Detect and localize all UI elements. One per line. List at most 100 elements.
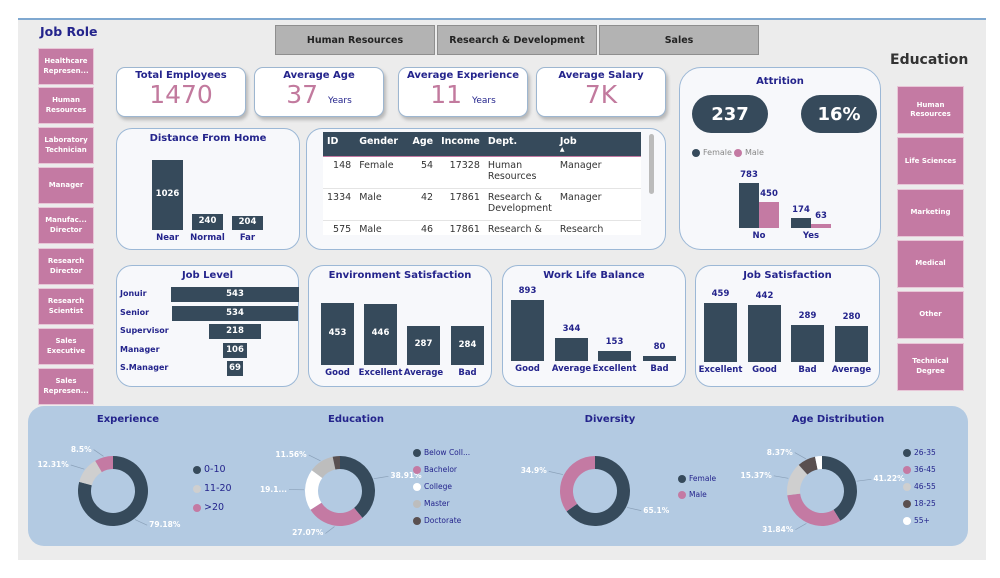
bar-excellent[interactable] xyxy=(364,303,397,365)
job-role-button[interactable]: Manager xyxy=(38,167,94,204)
bar-normal[interactable] xyxy=(192,213,223,230)
bar-yes-male[interactable] xyxy=(811,224,831,228)
job-role-button[interactable]: Healthcare Represen... xyxy=(38,48,94,85)
legend-item[interactable]: Master xyxy=(413,499,450,508)
legend-label: 36-45 xyxy=(914,465,936,474)
education-filter-button[interactable]: Other xyxy=(897,291,964,340)
bar-senior[interactable] xyxy=(172,305,298,321)
donut-slice-55+[interactable] xyxy=(815,456,822,470)
bar-near[interactable] xyxy=(152,160,183,230)
bar-average[interactable] xyxy=(555,337,588,361)
donut-slice->20[interactable] xyxy=(95,456,113,473)
legend-item[interactable]: Female xyxy=(678,474,716,483)
donut-slice-0-10[interactable] xyxy=(78,456,148,526)
table-row[interactable]: 148 Female 54 17328 Human Resources Manager xyxy=(323,156,641,189)
bar-good[interactable] xyxy=(511,300,544,361)
donut-slice-Doctorate[interactable] xyxy=(332,456,340,470)
chart-title: Education xyxy=(328,414,384,425)
donut-slice-18-25[interactable] xyxy=(798,456,818,475)
data-label: 38.91% xyxy=(390,471,422,481)
bar-s.manager[interactable] xyxy=(226,361,244,376)
education-filter-button[interactable]: Life Sciences xyxy=(897,137,964,186)
legend-item[interactable]: 18-25 xyxy=(903,499,936,508)
table-cell: Male xyxy=(355,188,409,221)
job-role-button[interactable]: Manufac... Director xyxy=(38,207,94,244)
legend-item[interactable]: Bachelor xyxy=(413,465,457,474)
legend-item[interactable]: 26-35 xyxy=(903,448,936,457)
legend-dot xyxy=(903,465,911,474)
education-filter-button[interactable]: Medical xyxy=(897,239,964,288)
column-header-id[interactable]: ID xyxy=(323,132,356,157)
bar-average[interactable] xyxy=(835,326,868,362)
job-role-button[interactable]: Sales Executive xyxy=(38,328,94,365)
legend-item[interactable]: Below Coll... xyxy=(413,448,470,457)
job-role-button[interactable]: Research Scientist xyxy=(38,288,94,325)
column-header-income[interactable]: Income xyxy=(437,132,484,157)
department-tab[interactable]: Human Resources xyxy=(275,25,435,55)
job-role-button[interactable]: Human Resources xyxy=(38,87,94,124)
job-role-button[interactable]: Laboratory Technician xyxy=(38,127,94,164)
bar-far[interactable] xyxy=(232,216,263,230)
bar-jonuir[interactable] xyxy=(171,287,299,302)
job-role-button[interactable]: Sales Represen... xyxy=(38,368,94,405)
column-header-job[interactable]: Job ▲ xyxy=(555,132,641,157)
leader-line xyxy=(325,526,335,534)
education-filter-button[interactable]: Marketing xyxy=(897,188,964,237)
bar-average[interactable] xyxy=(407,325,440,365)
donut-slice-Bachelor[interactable] xyxy=(310,502,363,526)
employee-table-viewport[interactable]: ID Gender Age Income Dept. Job ▲ 148 Female 54 17… xyxy=(323,132,641,235)
category-label: Good xyxy=(325,368,350,378)
column-header-gender[interactable]: Gender xyxy=(355,132,409,157)
donut-slice-Female[interactable] xyxy=(566,456,630,526)
donut-slice-College[interactable] xyxy=(305,470,323,510)
donut-slice-Master[interactable] xyxy=(311,456,336,478)
legend-item[interactable]: 46-55 xyxy=(903,482,936,491)
job-role-button[interactable]: Research Director xyxy=(38,248,94,285)
donut-slice-Male[interactable] xyxy=(560,456,595,512)
bar-bad[interactable] xyxy=(643,355,676,361)
bar-no-male[interactable] xyxy=(759,202,779,228)
data-label: 893 xyxy=(518,286,537,296)
education-filter-button[interactable]: Human Resources xyxy=(897,86,964,134)
data-label: 280 xyxy=(842,312,861,322)
column-header-dept[interactable]: Dept. xyxy=(483,132,556,157)
bar-good[interactable] xyxy=(321,303,354,365)
donut-slice-36-45[interactable] xyxy=(787,493,841,526)
bar-yes-female[interactable] xyxy=(791,218,811,228)
legend-item[interactable]: Male xyxy=(678,490,707,499)
data-label: 534 xyxy=(226,307,244,318)
department-tab[interactable]: Research & Development xyxy=(437,25,597,55)
bar-bad[interactable] xyxy=(791,324,824,362)
bar-no-female[interactable] xyxy=(739,183,759,228)
category-label: Far xyxy=(239,233,256,243)
bar-manager[interactable] xyxy=(222,342,248,358)
legend-item[interactable]: 36-45 xyxy=(903,465,936,474)
education-filter-button[interactable]: Technical Degree xyxy=(897,342,964,391)
donut-slice-11-20[interactable] xyxy=(79,460,102,486)
bar-bad[interactable] xyxy=(451,326,484,365)
legend-item[interactable]: College xyxy=(413,482,452,491)
table-cell: Manager xyxy=(555,156,641,189)
bar-excellent[interactable] xyxy=(704,303,737,362)
sort-ascending-icon[interactable]: ▲ xyxy=(559,146,565,153)
department-tab[interactable]: Sales xyxy=(599,25,759,55)
legend-dot xyxy=(413,482,421,491)
bar-supervisor[interactable] xyxy=(209,324,261,339)
legend-item[interactable]: 55+ xyxy=(903,516,930,525)
data-label: 79.18% xyxy=(149,520,181,530)
legend-item[interactable]: >20 xyxy=(193,502,224,513)
legend-item[interactable]: Doctorate xyxy=(413,516,461,525)
table-row[interactable]: 1334 Male 42 17861 Research & Development Man… xyxy=(323,188,641,221)
bar-excellent[interactable] xyxy=(598,350,631,361)
table-scrollbar[interactable] xyxy=(649,134,654,194)
column-header-age[interactable]: Age xyxy=(408,132,438,157)
bar-good[interactable] xyxy=(748,305,781,362)
legend-item[interactable]: 0-10 xyxy=(193,464,226,475)
data-label: 153 xyxy=(605,336,624,347)
donut-slice-46-55[interactable] xyxy=(787,464,808,496)
donut-slice-Below Coll...[interactable] xyxy=(340,456,375,518)
legend-item[interactable]: 11-20 xyxy=(193,483,232,494)
donut-slice-26-35[interactable] xyxy=(822,456,857,521)
kpi-label: Average Age xyxy=(283,70,355,81)
